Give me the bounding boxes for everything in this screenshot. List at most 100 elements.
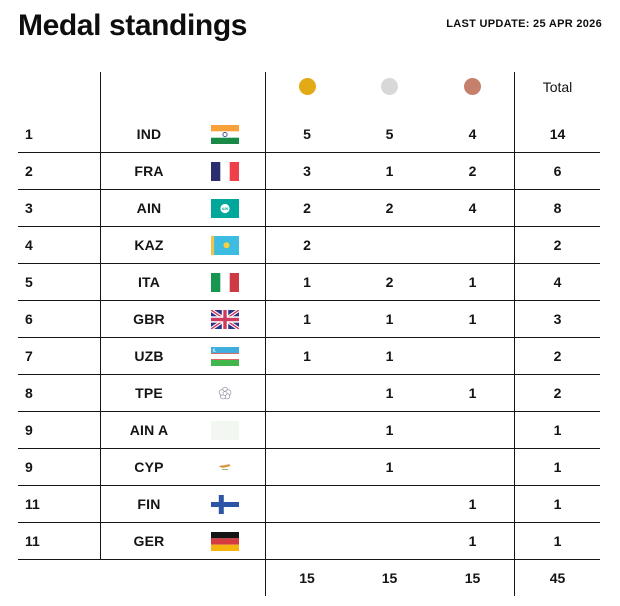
total-count-cell: 2 <box>514 375 600 411</box>
country-cell: GER <box>100 523 265 559</box>
flag-icon-fra <box>211 161 239 181</box>
noc-code: KAZ <box>134 237 164 253</box>
standings-row-gbr: 6 GBR 1 1 1 3 <box>18 301 600 338</box>
flag-icon-kaz <box>211 235 239 255</box>
country-cell: AIN A <box>100 412 265 448</box>
bronze-count-cell: 4 <box>468 126 477 142</box>
total-count-cell: 3 <box>514 301 600 337</box>
gold-count-cell <box>265 449 348 485</box>
total-count-cell: 1 <box>514 486 600 522</box>
rank-cell: 9 <box>25 459 33 475</box>
flag-icon-ita <box>211 272 239 292</box>
standings-row-ain-a: 9 AIN A 1 1 <box>18 412 600 449</box>
gold-count-cell: 5 <box>265 116 348 152</box>
gold-count-cell <box>265 375 348 411</box>
silver-medal-icon <box>381 78 398 95</box>
flag-icon-ain: AIN <box>211 198 239 218</box>
flag-icon-gbr <box>211 309 239 329</box>
flag-icon-ger <box>211 531 239 551</box>
header-rank-cell <box>18 72 100 116</box>
standings-row-kaz: 4 KAZ 2 2 <box>18 227 600 264</box>
country-cell: CYP <box>100 449 265 485</box>
total-count-cell: 1 <box>514 523 600 559</box>
country-cell: FIN <box>100 486 265 522</box>
silver-count-cell <box>348 486 431 522</box>
noc-code: AIN A <box>129 422 169 438</box>
medal-standings-table: Total 1 IND 5 5 4 14 2 FRA 3 1 2 6 3 AIN AIN 2 2 4 8 4 KAZ 2 2… <box>18 72 600 596</box>
standings-row-tpe: 8 TPE 1 1 2 <box>18 375 600 412</box>
header-silver-cell <box>348 72 431 116</box>
bronze-count-cell: 1 <box>468 533 477 549</box>
country-cell: ITA <box>100 264 265 300</box>
noc-code: GBR <box>133 311 165 327</box>
last-update-label: LAST UPDATE: 25 APR 2026 <box>446 18 602 30</box>
table-footer-row: 15 15 15 45 <box>18 560 600 596</box>
rank-cell: 6 <box>25 311 33 327</box>
silver-count-cell: 1 <box>385 385 394 401</box>
total-count-cell: 2 <box>514 338 600 374</box>
noc-code: CYP <box>134 459 164 475</box>
rank-cell: 7 <box>25 348 33 364</box>
page-title: Medal standings <box>18 9 248 42</box>
gold-medal-icon <box>298 78 316 95</box>
total-count-cell: 1 <box>514 412 600 448</box>
gold-count-cell: 1 <box>265 301 348 337</box>
country-cell: IND <box>100 116 265 152</box>
gold-count-cell: 1 <box>265 264 348 300</box>
gold-count-cell: 2 <box>265 190 348 226</box>
standings-row-ind: 1 IND 5 5 4 14 <box>18 116 600 153</box>
total-count-cell: 6 <box>514 153 600 189</box>
rank-cell: 9 <box>25 422 33 438</box>
bronze-count-cell: 4 <box>468 200 477 216</box>
total-count-cell: 2 <box>514 227 600 263</box>
standings-row-ger: 11 GER 1 1 <box>18 523 600 560</box>
rank-cell: 2 <box>25 163 33 179</box>
total-count-cell: 14 <box>514 116 600 152</box>
silver-count-cell: 1 <box>385 311 394 327</box>
country-cell: UZB <box>100 338 265 374</box>
rank-cell: 1 <box>25 126 33 142</box>
flag-icon-uzb <box>211 346 239 366</box>
footer-gold-total: 15 <box>265 560 348 596</box>
country-cell: KAZ <box>100 227 265 263</box>
bronze-count-cell: 1 <box>468 496 477 512</box>
header-total-cell: Total <box>514 72 600 116</box>
header-bronze-cell <box>431 72 514 116</box>
silver-count-cell <box>348 523 431 559</box>
flag-icon-aina <box>211 420 239 440</box>
silver-count-cell: 2 <box>385 274 394 290</box>
header-country-cell <box>100 72 265 116</box>
standings-row-ita: 5 ITA 1 2 1 4 <box>18 264 600 301</box>
bronze-count-cell: 1 <box>468 311 477 327</box>
total-count-cell: 4 <box>514 264 600 300</box>
total-count-cell: 1 <box>514 449 600 485</box>
noc-code: IND <box>136 126 162 142</box>
bronze-count-cell <box>431 227 514 263</box>
silver-count-cell: 2 <box>385 200 394 216</box>
gold-count-cell <box>265 523 348 559</box>
gold-count-cell: 2 <box>265 227 348 263</box>
standings-row-uzb: 7 UZB 1 1 2 <box>18 338 600 375</box>
rank-cell: 8 <box>25 385 33 401</box>
silver-count-cell: 1 <box>385 422 394 438</box>
bronze-medal-icon <box>464 78 481 95</box>
standings-row-ain: 3 AIN AIN 2 2 4 8 <box>18 190 600 227</box>
rank-cell: 3 <box>25 200 33 216</box>
noc-code: FIN <box>137 496 161 512</box>
table-header-row: Total <box>18 72 600 116</box>
rank-cell: 5 <box>25 274 33 290</box>
country-cell: AIN AIN <box>100 190 265 226</box>
bronze-count-cell <box>431 412 514 448</box>
gold-count-cell: 3 <box>265 153 348 189</box>
header-gold-cell <box>265 72 348 116</box>
silver-count-cell: 1 <box>385 459 394 475</box>
svg-text:AIN: AIN <box>222 206 229 210</box>
gold-count-cell <box>265 486 348 522</box>
footer-rank-cell <box>18 560 100 596</box>
silver-count-cell: 1 <box>385 163 394 179</box>
noc-code: ITA <box>137 274 161 290</box>
bronze-count-cell <box>431 338 514 374</box>
noc-code: AIN <box>136 200 162 216</box>
silver-count-cell: 5 <box>385 126 394 142</box>
